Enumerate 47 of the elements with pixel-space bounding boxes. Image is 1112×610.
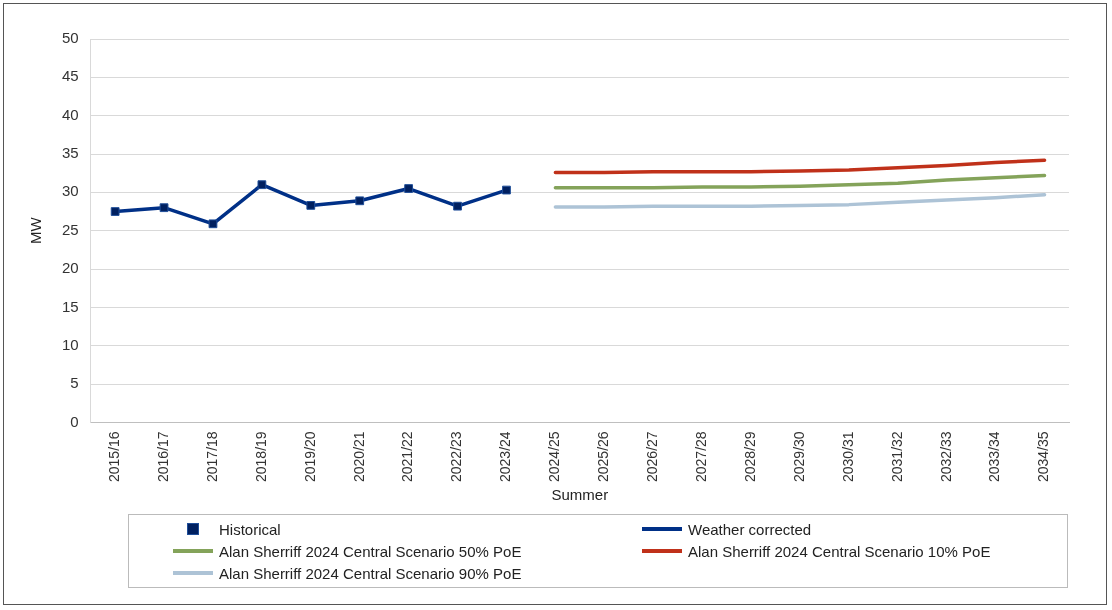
- point: [208, 219, 218, 229]
- x-tick-label: 2017/18: [203, 431, 220, 482]
- legend-label: Alan Sherriff 2024 Central Scenario 90% PoE: [219, 564, 522, 582]
- point: [110, 207, 120, 216]
- y-tick-label: 20: [62, 259, 79, 277]
- x-tick-label: 2029/30: [790, 431, 807, 482]
- point: [306, 201, 316, 210]
- point: [404, 184, 414, 193]
- x-tick-label: 2021/22: [399, 431, 416, 482]
- x-tick-label: 2031/32: [888, 431, 905, 482]
- point: [257, 180, 267, 190]
- point: [453, 201, 462, 211]
- y-axis-title: MW: [27, 216, 45, 245]
- legend-label: Alan Sherriff 2024 Central Scenario 50% PoE: [219, 542, 522, 560]
- y-tick-label: 10: [62, 335, 79, 353]
- x-tick-label: 2020/21: [350, 431, 367, 482]
- x-tick-label: 2015/16: [106, 431, 122, 482]
- x-tick-label: 2033/34: [986, 431, 1003, 482]
- legend-label: Weather corrected: [688, 520, 812, 538]
- x-tick-label: 2024/25: [546, 431, 563, 482]
- y-tick-label: 15: [62, 297, 79, 315]
- y-tick-label: 25: [62, 220, 79, 238]
- x-tick-label: 2016/17: [154, 431, 171, 482]
- point: [502, 185, 511, 195]
- x-tick-label: 2019/20: [301, 431, 318, 482]
- y-tick-label: 30: [62, 182, 79, 200]
- y-tick-label: 5: [70, 374, 79, 392]
- x-axis-title: Summer: [551, 486, 609, 504]
- y-tick-label: 40: [62, 105, 79, 123]
- x-tick-label: 2034/35: [1035, 431, 1052, 482]
- x-tick-label: 2022/23: [448, 431, 465, 482]
- point: [355, 196, 365, 206]
- x-tick-label: 2023/24: [497, 431, 514, 482]
- x-tick-label: 2026/27: [644, 431, 661, 482]
- x-tick-label: 2018/19: [252, 431, 269, 482]
- x-tick-label: 2030/31: [839, 431, 856, 482]
- x-tick-label: 2032/33: [937, 431, 954, 482]
- x-tick-label: 2025/26: [595, 431, 612, 482]
- point: [159, 203, 169, 213]
- y-tick-label: 45: [62, 67, 79, 85]
- x-tick-label: 2028/29: [741, 431, 758, 482]
- y-tick-label: 35: [62, 144, 79, 162]
- y-tick-label: 50: [62, 29, 79, 47]
- x-tick-label: 2027/28: [692, 431, 709, 482]
- legend-label: Historical: [219, 520, 281, 538]
- y-tick-label: 0: [70, 412, 79, 430]
- legend-label: Alan Sherriff 2024 Central Scenario 10% PoE: [688, 542, 991, 560]
